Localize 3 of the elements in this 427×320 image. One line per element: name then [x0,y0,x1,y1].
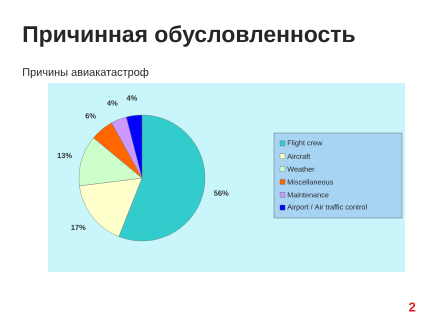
chart-title: Причинная обусловленность [24,25,355,47]
text: 2 [409,302,416,312]
chart-subtitle: Причины авиакатастроф [23,68,148,78]
